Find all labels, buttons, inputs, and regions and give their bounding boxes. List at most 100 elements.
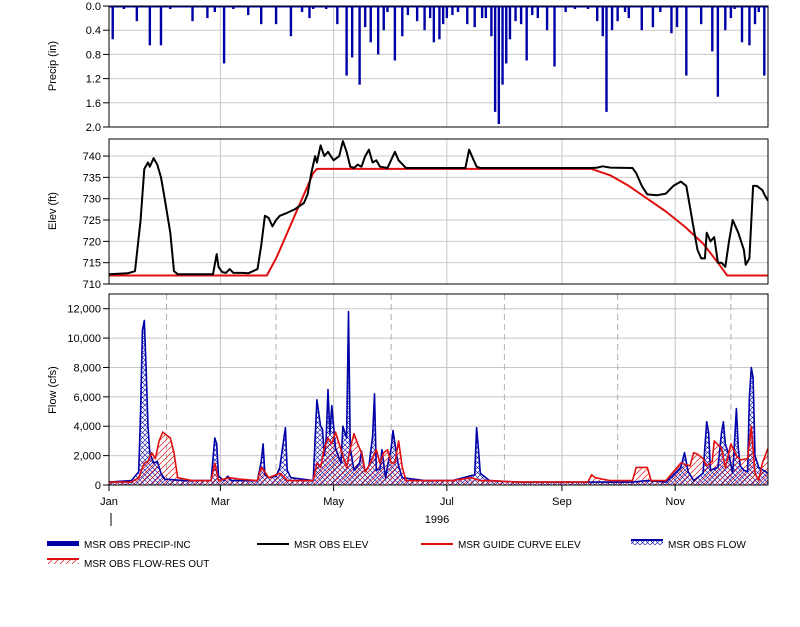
precip-bar xyxy=(350,6,354,58)
precip-bar xyxy=(423,6,426,31)
x-tick-label: Jan xyxy=(100,496,118,508)
precip-bar xyxy=(627,6,630,19)
precip-bar xyxy=(247,6,250,16)
flow-tick-label: 12,000 xyxy=(67,304,101,316)
precip-bar xyxy=(466,6,469,25)
precip-bar xyxy=(729,6,733,19)
x-axis-year-label: 1996 xyxy=(425,514,449,526)
elev-y-ticks: 710 715 720 725 730 735 740 xyxy=(83,151,109,291)
precip-bar xyxy=(473,6,476,28)
precip-bar xyxy=(376,6,380,55)
precip-bar xyxy=(586,6,590,10)
x-tick-label: May xyxy=(323,496,344,508)
flow-tick-label: 6,000 xyxy=(73,392,101,404)
precip-bar xyxy=(623,6,627,13)
precip-bar xyxy=(308,6,311,19)
precip-bar xyxy=(456,6,460,13)
precip-bar xyxy=(531,6,534,16)
precip-bars xyxy=(109,6,780,124)
elev-panel: 710 715 720 725 730 735 740 Elev (ft) xyxy=(47,138,769,291)
precip-bar xyxy=(640,6,643,31)
elev-tick-label: 720 xyxy=(83,236,101,248)
precip-bar xyxy=(724,6,727,31)
precip-bar xyxy=(232,6,235,10)
precip-bar xyxy=(605,6,608,112)
precip-bar xyxy=(382,6,385,31)
precip-bar xyxy=(740,6,744,43)
precip-bar xyxy=(501,6,504,85)
flow-series-line xyxy=(109,425,768,483)
precip-bar xyxy=(771,6,773,21)
precip-tick-label: 2.0 xyxy=(86,122,101,134)
precip-tick-label: 0.0 xyxy=(86,1,101,13)
precip-bar xyxy=(733,6,736,10)
precip-bar xyxy=(616,6,619,22)
precip-bar xyxy=(213,6,217,13)
elev-tick-label: 710 xyxy=(83,279,101,291)
flow-panel: 0 2,000 4,000 6,000 8,000 10,000 12,000 Flow (… xyxy=(47,293,769,492)
legend-label: MSR OBS PRECIP-INC xyxy=(84,540,191,551)
precip-bar xyxy=(659,6,662,13)
x-tick-label: Jul xyxy=(440,496,454,508)
precip-bar xyxy=(206,6,209,19)
precip-bar xyxy=(519,6,523,25)
precip-bar xyxy=(490,6,493,37)
flow-tick-label: 2,000 xyxy=(73,451,101,463)
flow-tick-label: 8,000 xyxy=(73,362,101,374)
flow-y-axis-label: Flow (cfs) xyxy=(47,366,59,414)
precip-panel: 0.0 0.4 0.8 1.2 1.6 2.0 Precip (in) xyxy=(47,1,780,134)
precip-bar xyxy=(651,6,655,28)
precip-bar xyxy=(324,6,328,10)
precip-bar xyxy=(564,6,567,13)
elev-lines xyxy=(109,140,768,277)
precip-bar xyxy=(484,6,488,19)
precip-bar xyxy=(670,6,673,34)
precip-bar xyxy=(311,6,315,10)
precip-bar xyxy=(748,6,751,46)
precip-bar xyxy=(763,6,766,76)
precip-bar xyxy=(222,6,226,64)
legend-label: MSR OBS ELEV xyxy=(294,540,369,551)
precip-bar xyxy=(441,6,445,25)
precip-bar xyxy=(111,6,114,40)
precip-bar xyxy=(553,6,556,67)
precip-bar xyxy=(428,6,432,19)
flow-frame xyxy=(108,293,769,486)
precip-bar xyxy=(685,6,688,76)
precip-tick-label: 1.2 xyxy=(86,74,101,86)
precip-bar xyxy=(573,6,577,10)
elev-tick-label: 735 xyxy=(83,172,101,184)
legend-label: MSR OBS FLOW-RES OUT xyxy=(84,559,209,570)
precip-bar xyxy=(406,6,410,16)
precip-bar xyxy=(536,6,540,19)
precip-bar xyxy=(505,6,508,64)
legend-swatch-hatch xyxy=(47,559,79,564)
precip-bar xyxy=(432,6,436,43)
precip-bar xyxy=(596,6,599,22)
precip-bar xyxy=(345,6,348,76)
x-tick-label: Sep xyxy=(552,496,572,508)
elev-frame xyxy=(108,138,769,285)
precip-bar xyxy=(497,6,501,124)
flow-tick-label: 4,000 xyxy=(73,421,101,433)
legend-label: MSR OBS FLOW xyxy=(668,540,746,551)
flow-y-ticks: 0 2,000 4,000 6,000 8,000 10,000 12,000 xyxy=(67,304,109,492)
legend: MSR OBS PRECIP-INC MSR OBS ELEV MSR GUIDE … xyxy=(47,539,746,570)
precip-bar xyxy=(445,6,449,19)
precip-bar xyxy=(716,6,720,97)
elev-y-axis-label: Elev (ft) xyxy=(47,192,59,230)
precip-bar xyxy=(415,6,419,22)
elev-series-line xyxy=(109,167,768,277)
elev-tick-label: 730 xyxy=(83,194,101,206)
flow-tick-label: 10,000 xyxy=(67,333,101,345)
precip-bar xyxy=(493,6,497,112)
precip-bar xyxy=(675,6,679,28)
precip-bar xyxy=(260,6,263,25)
flow-tick-label: 0 xyxy=(95,480,101,492)
x-tick-label: Mar xyxy=(211,496,230,508)
precip-bar xyxy=(610,6,614,31)
elev-gridlines xyxy=(109,139,768,285)
precip-bar xyxy=(514,6,517,22)
precip-bar xyxy=(778,6,780,12)
precip-bar xyxy=(369,6,372,43)
